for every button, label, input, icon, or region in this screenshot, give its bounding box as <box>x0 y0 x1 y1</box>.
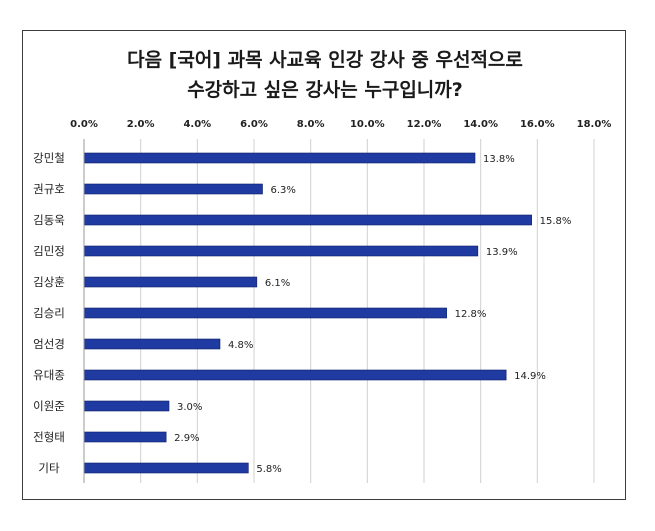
bar <box>83 307 447 319</box>
x-tick-label: 0.0% <box>70 119 98 130</box>
category-label: 김민정 <box>33 244 65 258</box>
chart-title-line-2: 수강하고 싶은 강사는 누구입니까? <box>187 79 463 101</box>
category-label: 김승리 <box>33 306 65 320</box>
chart-plot: 0.0% 2.0% 4.0% 6.0% 8.0% 10.0% 12.0% 14.0% 16.0%… <box>33 119 612 483</box>
bar <box>83 152 476 164</box>
chart-title: 다음 [국어] 과목 사교육 인강 강사 중 우선적으로 수강하고 싶은 강사는… <box>23 45 627 105</box>
category-label: 김상훈 <box>33 275 65 289</box>
bar <box>83 214 532 226</box>
x-tick-label: 8.0% <box>297 119 325 130</box>
bar <box>83 245 479 257</box>
x-tick-label: 12.0% <box>407 119 442 130</box>
category-label: 엄선경 <box>33 337 65 351</box>
category-label: 김동욱 <box>33 213 65 227</box>
bar <box>83 183 263 195</box>
data-label: 6.3% <box>271 185 296 196</box>
x-tick-label: 14.0% <box>463 119 498 130</box>
data-label: 3.0% <box>177 402 202 413</box>
category-label: 전형태 <box>33 430 65 444</box>
data-label: 12.8% <box>455 309 487 320</box>
data-label: 4.8% <box>228 340 253 351</box>
chart-frame: 다음 [국어] 과목 사교육 인강 강사 중 우선적으로 수강하고 싶은 강사는… <box>22 30 626 500</box>
bar <box>83 369 507 381</box>
bar <box>83 431 167 443</box>
bar <box>83 462 249 474</box>
bar <box>83 276 258 288</box>
data-label: 5.8% <box>256 464 281 475</box>
category-label: 이원준 <box>33 399 65 413</box>
data-label: 13.9% <box>486 247 518 258</box>
x-tick-label: 10.0% <box>350 119 385 130</box>
x-tick-label: 2.0% <box>127 119 155 130</box>
x-tick-label: 18.0% <box>577 119 612 130</box>
bar <box>83 338 221 350</box>
data-label: 2.9% <box>174 433 199 444</box>
x-tick-label: 6.0% <box>240 119 268 130</box>
category-label: 권규호 <box>33 182 65 196</box>
data-label: 6.1% <box>265 278 290 289</box>
data-label: 15.8% <box>540 216 572 227</box>
chart-title-line-1: 다음 [국어] 과목 사교육 인강 강사 중 우선적으로 <box>127 49 523 71</box>
category-label: 기타 <box>38 461 60 475</box>
data-label: 14.9% <box>514 371 546 382</box>
data-label: 13.8% <box>483 154 515 165</box>
x-tick-label: 16.0% <box>520 119 555 130</box>
category-label: 유대종 <box>33 368 65 382</box>
x-tick-label: 4.0% <box>183 119 211 130</box>
bar <box>83 400 170 412</box>
category-label: 강민철 <box>33 151 65 165</box>
